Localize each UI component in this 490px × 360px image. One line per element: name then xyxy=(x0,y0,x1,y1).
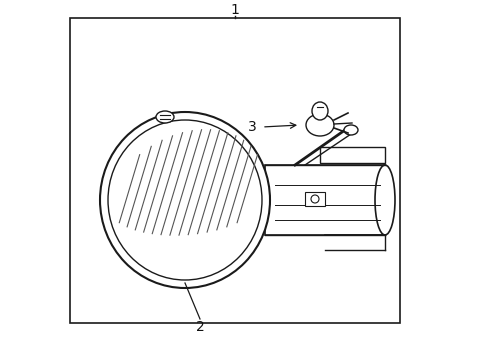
Text: 2: 2 xyxy=(196,320,204,334)
Bar xyxy=(320,147,385,163)
Ellipse shape xyxy=(306,114,334,136)
Ellipse shape xyxy=(312,102,328,120)
Ellipse shape xyxy=(344,125,358,135)
Bar xyxy=(70,18,400,323)
Bar xyxy=(265,165,385,235)
Bar xyxy=(305,192,325,206)
Ellipse shape xyxy=(156,111,174,123)
Circle shape xyxy=(311,195,319,203)
Ellipse shape xyxy=(108,120,262,280)
Ellipse shape xyxy=(100,112,270,288)
Ellipse shape xyxy=(375,165,395,235)
Text: 1: 1 xyxy=(231,3,240,17)
Text: 3: 3 xyxy=(247,120,256,134)
